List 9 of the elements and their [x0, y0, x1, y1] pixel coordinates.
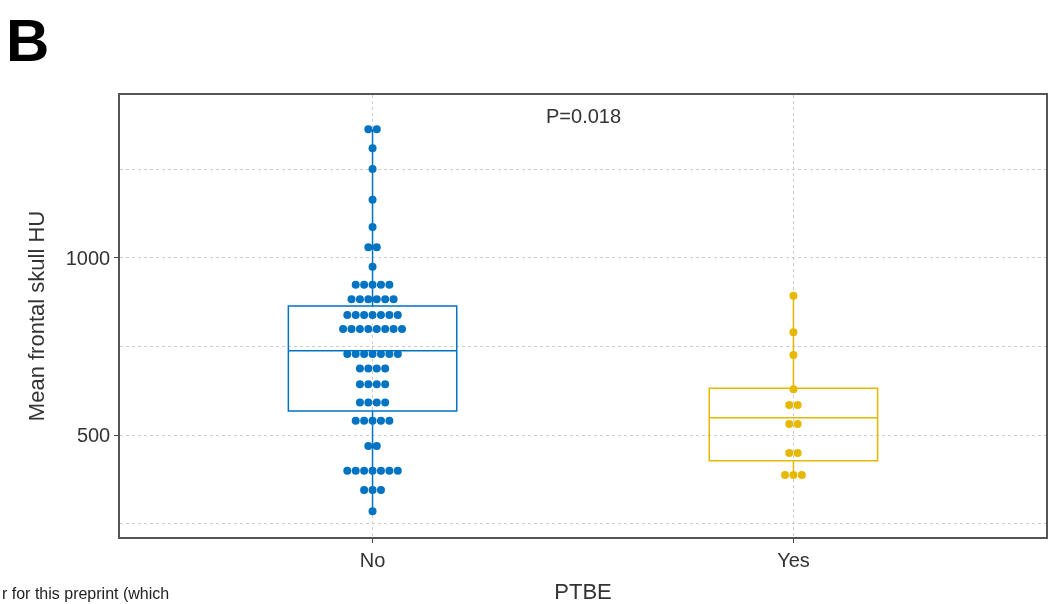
x-tick-label: No: [359, 548, 386, 571]
y-tick-label: 500: [76, 424, 111, 446]
y-axis-title: Mean frontal skull HU: [24, 210, 50, 422]
y-tick-label: 1000: [65, 246, 111, 269]
x-axis-title: PTBE: [554, 579, 612, 604]
annotation: P=0.018: [546, 105, 622, 127]
text: r for this preprint (which: [2, 585, 170, 602]
chart-title: B: [6, 7, 50, 74]
x-tick-label: Yes: [777, 548, 810, 571]
